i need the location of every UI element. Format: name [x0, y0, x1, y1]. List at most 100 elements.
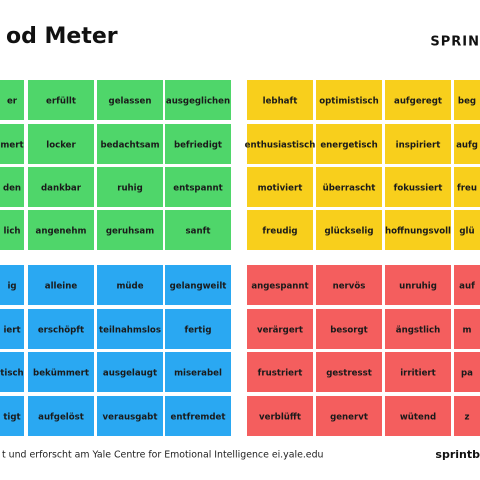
- mood-label: auf: [459, 282, 475, 292]
- mood-cell: [316, 352, 382, 392]
- mood-cell: [316, 396, 382, 436]
- mood-label: gelassen: [109, 97, 152, 107]
- mood-label: pa: [461, 369, 473, 379]
- mood-label: geruhsam: [106, 227, 154, 237]
- mood-label: lebhaft: [263, 97, 298, 107]
- mood-label: freu: [457, 184, 477, 194]
- mood-label: inspiriert: [396, 141, 441, 151]
- mood-label: genervt: [330, 413, 368, 423]
- brand-logo: SPRIN: [430, 35, 480, 50]
- mood-label: dankbar: [41, 184, 82, 194]
- mood-cell: [454, 352, 480, 392]
- title: od Meter: [6, 24, 118, 49]
- mood-cell: [247, 124, 313, 164]
- mood-label: entspannt: [173, 184, 222, 194]
- mood-cell: [316, 167, 382, 207]
- mood-label: erfüllt: [46, 97, 76, 107]
- mood-label: ausgeglichen: [166, 97, 230, 107]
- mood-label: aufgeregt: [394, 97, 442, 107]
- mood-cell: [0, 124, 24, 164]
- mood-label: teilnahmslos: [99, 326, 161, 336]
- mood-label: locker: [46, 141, 76, 151]
- mood-cell: [165, 124, 231, 164]
- mood-cell: [385, 80, 451, 120]
- mood-cell: [97, 80, 163, 120]
- mood-cell: [385, 396, 451, 436]
- mood-cell: [97, 124, 163, 164]
- mood-label: angespannt: [251, 282, 308, 292]
- mood-cell: [28, 167, 94, 207]
- mood-label: m: [463, 326, 472, 336]
- mood-label: fertig: [184, 326, 211, 336]
- mood-cell: [0, 265, 24, 305]
- mood-cell: [165, 396, 231, 436]
- mood-cell: [247, 396, 313, 436]
- mood-cell: [385, 265, 451, 305]
- mood-cell: [165, 80, 231, 120]
- mood-cell: [247, 352, 313, 392]
- mood-label: verausgabt: [103, 413, 158, 423]
- mood-label: ängstlich: [396, 326, 440, 336]
- mood-cell: [385, 309, 451, 349]
- mood-cell: [454, 396, 480, 436]
- mood-label: ruhig: [117, 184, 143, 194]
- mood-label: angenehm: [36, 227, 87, 237]
- mood-cell: [316, 265, 382, 305]
- mood-label: hoffnungsvoll: [385, 227, 451, 237]
- mood-cell: [28, 309, 94, 349]
- mood-cell: [97, 396, 163, 436]
- mood-label: sanft: [186, 227, 211, 237]
- mood-label: nervös: [333, 282, 366, 292]
- mood-cell: [97, 210, 163, 250]
- mood-label: freudig: [262, 227, 297, 237]
- mood-label: verärgert: [257, 326, 303, 336]
- mood-label: befriedigt: [174, 141, 222, 151]
- mood-label: ausgelaugt: [103, 369, 157, 379]
- mood-label: ig: [7, 282, 16, 292]
- mood-cell: [0, 167, 24, 207]
- mood-label: erschöpft: [38, 326, 84, 336]
- mood-label: gestresst: [326, 369, 372, 379]
- mood-label: überrascht: [323, 184, 376, 194]
- mood-cell: [247, 80, 313, 120]
- mood-label: frustriert: [258, 369, 303, 379]
- mood-cell: [28, 352, 94, 392]
- mood-label: verblüfft: [259, 413, 301, 423]
- mood-cell: [28, 210, 94, 250]
- mood-cell: [165, 210, 231, 250]
- mood-cell: [247, 265, 313, 305]
- mood-cell: [247, 210, 313, 250]
- mood-cell: [247, 309, 313, 349]
- mood-label: irritiert: [400, 369, 436, 379]
- mood-label: den: [3, 184, 21, 194]
- mood-cell: [97, 352, 163, 392]
- footer-credit: t und erforscht am Yale Centre for Emoti…: [2, 450, 324, 461]
- mood-cell: [0, 210, 24, 250]
- mood-label: glückselig: [324, 227, 373, 237]
- mood-cell: [28, 265, 94, 305]
- mood-label: motiviert: [258, 184, 303, 194]
- mood-label: er: [7, 97, 18, 107]
- mood-label: tigt: [3, 413, 20, 423]
- mood-cell: [97, 309, 163, 349]
- mood-label: enthusiastisch: [245, 141, 316, 151]
- mood-cell: [385, 210, 451, 250]
- mood-label: glü: [459, 227, 474, 237]
- mood-cell: [316, 80, 382, 120]
- mood-cell: [165, 167, 231, 207]
- mood-label: müde: [116, 282, 143, 292]
- mood-label: bekümmert: [33, 369, 89, 379]
- mood-cell: [0, 396, 24, 436]
- mood-label: unruhig: [399, 282, 437, 292]
- mood-label: wütend: [400, 413, 436, 423]
- mood-cell: [385, 167, 451, 207]
- mood-cell: [316, 309, 382, 349]
- mood-cell: [454, 124, 480, 164]
- mood-label: besorgt: [330, 326, 368, 336]
- mood-label: tisch: [0, 369, 23, 379]
- mood-label: iert: [3, 326, 20, 336]
- mood-label: z: [464, 413, 469, 423]
- mood-label: alleine: [45, 282, 78, 292]
- mood-label: bedachtsam: [100, 141, 159, 151]
- mood-cell: [316, 124, 382, 164]
